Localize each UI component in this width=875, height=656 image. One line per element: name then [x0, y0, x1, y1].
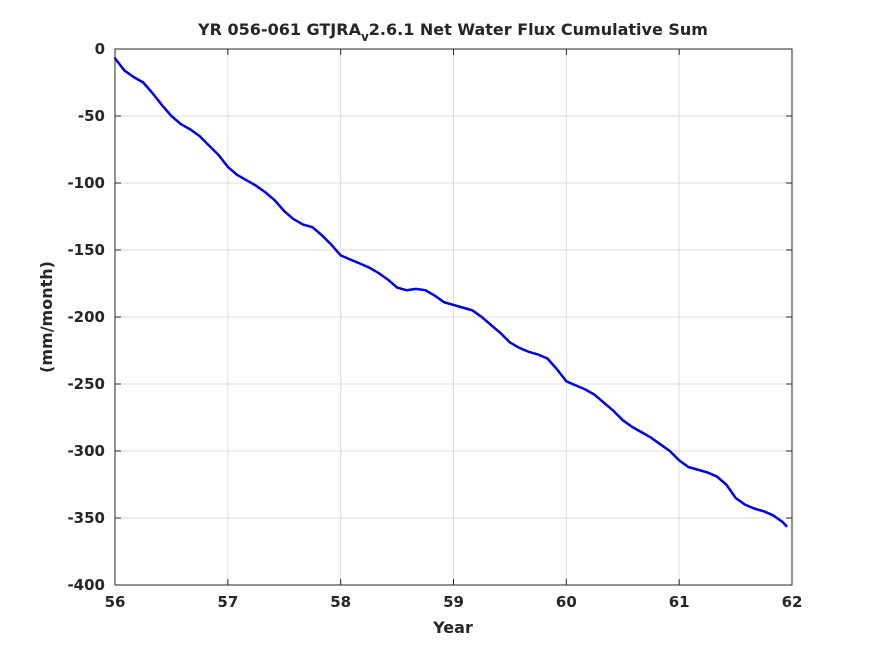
chart-title-subscript: v	[361, 30, 369, 44]
chart-title-main: YR 056-061 GTJRA	[197, 20, 362, 39]
y-tick-label: -400	[67, 576, 105, 594]
y-tick-label: -150	[67, 241, 105, 259]
x-tick-label: 60	[556, 593, 577, 611]
x-tick-label: 56	[105, 593, 126, 611]
x-tick-label: 61	[669, 593, 690, 611]
y-tick-labels: 0 -50 -100 -150 -200 -250 -300 -350 -400	[67, 40, 105, 594]
y-tick-label: 0	[95, 40, 105, 58]
y-tick-label: -200	[67, 308, 105, 326]
chart-title-suffix: 2.6.1 Net Water Flux Cumulative Sum	[369, 20, 708, 39]
chart-title: YR 056-061 GTJRAv2.6.1 Net Water Flux Cu…	[197, 20, 708, 44]
y-tick-label: -350	[67, 509, 105, 527]
x-tick-labels: 56 57 58 59 60 61 62	[105, 593, 803, 611]
y-tick-label: -50	[78, 107, 105, 125]
x-tick-label: 58	[330, 593, 351, 611]
series-line	[113, 57, 788, 528]
x-tick-label: 57	[217, 593, 238, 611]
x-tick-label: 59	[443, 593, 464, 611]
y-tick-label: -250	[67, 375, 105, 393]
tick-marks	[114, 48, 793, 586]
y-tick-label: -300	[67, 442, 105, 460]
y-tick-label: -100	[67, 174, 105, 192]
x-tick-label: 62	[782, 593, 803, 611]
x-axis-label: Year	[432, 618, 473, 637]
y-axis-label: (mm/month)	[37, 261, 56, 373]
